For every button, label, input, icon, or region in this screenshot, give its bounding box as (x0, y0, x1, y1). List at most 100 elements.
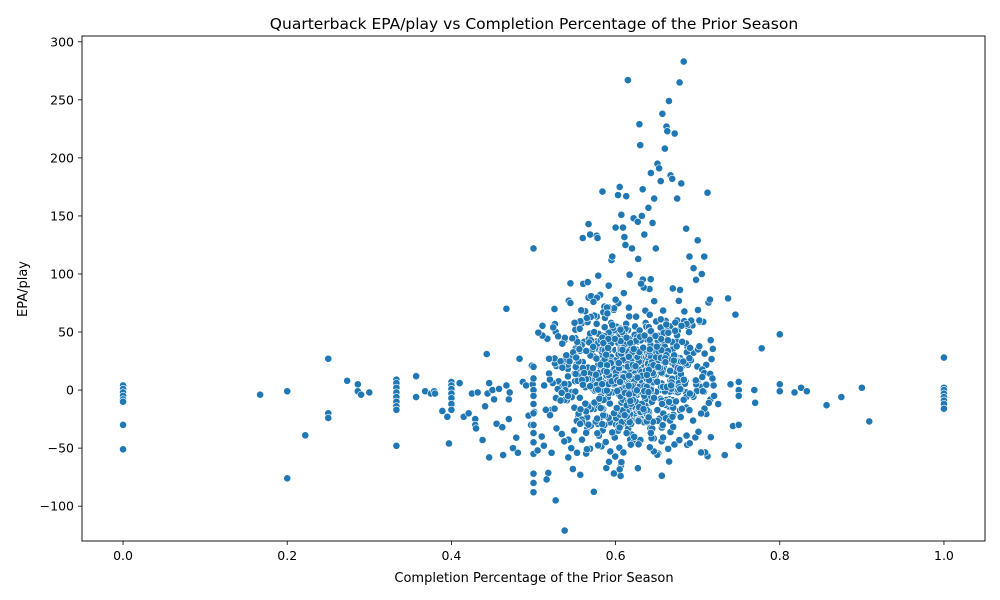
y-axis-label: EPA/play (16, 261, 31, 317)
y-tick-label: 200 (50, 150, 74, 165)
data-point (650, 194, 659, 203)
data-point (537, 432, 546, 441)
y-tick-label: −100 (40, 499, 74, 514)
data-point (594, 385, 603, 394)
data-point (622, 192, 631, 201)
data-point (392, 441, 401, 450)
data-point (626, 397, 635, 405)
data-point (538, 321, 547, 330)
data-point (540, 381, 549, 390)
data-point (645, 345, 654, 354)
data-point (619, 448, 628, 457)
data-point (645, 310, 654, 319)
data-point (546, 411, 554, 420)
data-point (668, 174, 677, 183)
data-point (617, 458, 626, 467)
data-point (324, 414, 333, 422)
data-point (633, 373, 642, 382)
data-point (584, 420, 593, 429)
data-point (658, 400, 666, 408)
data-point (560, 437, 569, 446)
data-point (554, 332, 563, 341)
data-point (522, 381, 531, 390)
data-point (566, 279, 575, 288)
data-point (616, 377, 624, 386)
data-point (654, 363, 663, 371)
data-point (653, 377, 662, 386)
data-point (672, 397, 680, 406)
data-point (482, 350, 491, 358)
data-point (583, 445, 591, 454)
data-point (695, 316, 704, 325)
data-point (611, 223, 620, 232)
data-point (119, 397, 127, 406)
data-point (608, 321, 617, 330)
data-point (660, 144, 669, 153)
data-point (708, 374, 717, 383)
data-point (620, 233, 629, 241)
data-point (412, 372, 421, 381)
data-point (529, 362, 538, 371)
data-point (665, 397, 673, 406)
data-point (509, 444, 517, 453)
data-point (615, 465, 624, 474)
data-point (567, 444, 576, 453)
data-point (578, 435, 586, 444)
data-point (665, 457, 674, 466)
data-point (655, 164, 663, 173)
data-point (613, 386, 622, 395)
data-point (668, 412, 677, 421)
data-point (621, 241, 630, 249)
data-point (529, 488, 538, 497)
data-point (676, 385, 685, 394)
data-point (692, 275, 700, 284)
data-point (464, 409, 473, 418)
data-point (576, 405, 585, 414)
data-point (682, 431, 691, 440)
data-point (670, 440, 679, 449)
data-point (706, 433, 715, 442)
data-point (119, 421, 127, 429)
data-point (324, 354, 333, 363)
data-point (634, 417, 643, 426)
data-point (504, 395, 513, 404)
data-point (541, 405, 550, 414)
data-point (590, 328, 599, 336)
data-point (602, 386, 611, 395)
data-point (734, 378, 743, 386)
data-point (615, 183, 624, 191)
data-point (343, 376, 352, 385)
data-point (679, 57, 688, 66)
data-point (568, 334, 577, 343)
data-point (639, 343, 648, 352)
data-point (570, 318, 579, 327)
data-point (678, 337, 687, 346)
data-point (663, 127, 672, 136)
data-point (556, 357, 565, 366)
x-axis-ticks: 0.0 0.2 0.4 0.6 0.8 1.0 (113, 541, 954, 563)
data-point (488, 386, 497, 394)
y-tick-label: 150 (50, 208, 74, 223)
data-point (544, 468, 553, 477)
data-point (549, 323, 558, 332)
data-point (529, 244, 538, 253)
data-point (697, 270, 706, 278)
data-point (593, 234, 602, 242)
data-point (619, 289, 628, 297)
data-point (392, 405, 401, 414)
data-point (685, 354, 694, 363)
data-point (619, 223, 627, 232)
data-point (558, 339, 567, 348)
data-point (598, 187, 607, 196)
data-point (557, 430, 566, 438)
data-point (617, 210, 626, 219)
data-point (560, 526, 569, 535)
data-point (481, 402, 489, 411)
data-point (751, 398, 760, 407)
x-tick-label: 0.0 (113, 548, 133, 563)
data-point (691, 376, 700, 385)
data-point (571, 370, 580, 378)
data-point (708, 345, 717, 353)
data-point (645, 335, 654, 344)
data-point (632, 386, 641, 395)
